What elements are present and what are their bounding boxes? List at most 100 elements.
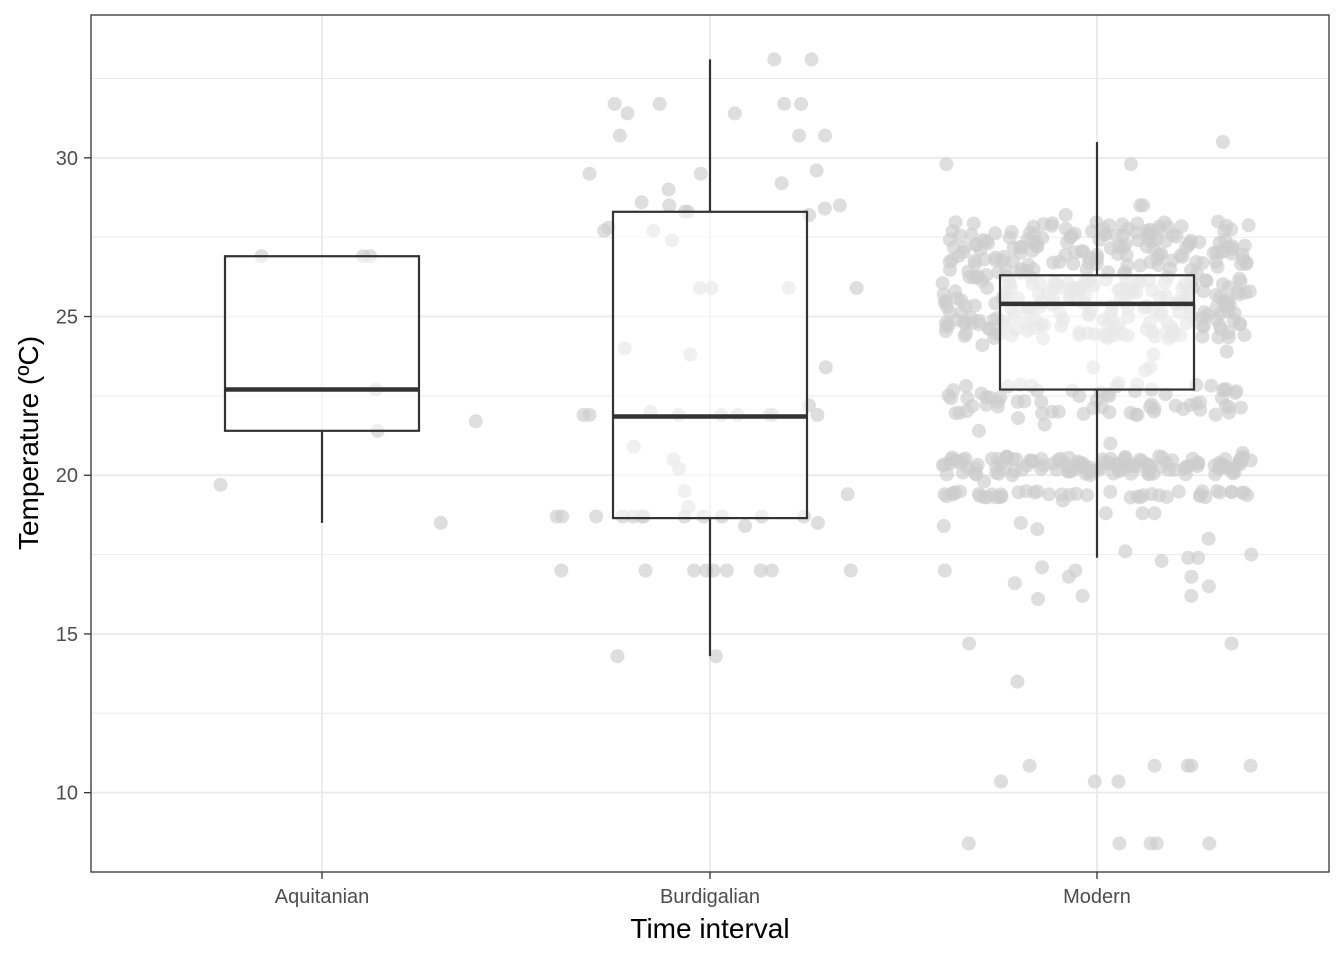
data-point <box>794 96 809 111</box>
data-point <box>985 451 999 466</box>
data-point <box>1184 569 1199 584</box>
data-point <box>1215 135 1230 149</box>
data-point <box>1183 233 1198 248</box>
data-point <box>849 281 864 295</box>
y-axis-title: Temperature (ºC) <box>13 336 44 550</box>
data-point <box>1002 230 1017 245</box>
y-tick-label: 10 <box>56 783 78 805</box>
data-point <box>962 636 977 651</box>
data-point <box>938 294 953 309</box>
data-point <box>699 563 714 578</box>
data-point <box>1158 387 1173 402</box>
data-point <box>1163 262 1177 276</box>
data-point <box>1162 462 1177 477</box>
data-point <box>1103 484 1118 499</box>
data-point <box>936 519 951 533</box>
data-point <box>1132 452 1147 467</box>
data-point <box>777 96 792 111</box>
data-point <box>1232 453 1247 468</box>
data-point <box>1052 255 1067 269</box>
data-point <box>1202 836 1217 851</box>
data-point <box>959 379 973 393</box>
data-point <box>687 563 702 578</box>
data-point <box>1124 157 1138 172</box>
data-point <box>1147 758 1162 773</box>
data-point <box>939 157 954 172</box>
data-point <box>1211 330 1226 345</box>
data-point <box>213 477 228 492</box>
data-point <box>1092 232 1107 247</box>
y-axis: 10 15 20 25 30 <box>56 148 91 805</box>
data-point <box>1103 451 1118 466</box>
data-point <box>984 487 999 502</box>
data-point <box>1243 758 1258 773</box>
data-point <box>1130 489 1145 504</box>
data-point <box>1146 466 1161 481</box>
data-point <box>935 458 950 473</box>
data-point <box>1140 223 1155 238</box>
data-point <box>1067 226 1082 241</box>
data-point <box>1123 405 1138 420</box>
data-point <box>817 201 832 216</box>
data-point <box>804 52 819 67</box>
data-point <box>1030 484 1045 499</box>
data-point <box>1209 288 1224 303</box>
data-point <box>937 563 952 578</box>
box-aquitanian <box>223 255 421 523</box>
data-point <box>966 216 981 231</box>
data-point <box>1143 400 1158 414</box>
data-point <box>1176 402 1191 416</box>
data-point <box>1007 576 1022 591</box>
data-point <box>1206 246 1221 261</box>
data-point <box>1237 485 1252 500</box>
data-point <box>946 383 961 398</box>
data-point <box>1222 298 1237 313</box>
data-point <box>1036 217 1051 232</box>
data-point <box>983 390 998 405</box>
x-tick-label: Modern <box>1063 886 1131 908</box>
data-point <box>1238 285 1253 300</box>
data-point <box>1213 485 1227 500</box>
data-point <box>1232 271 1247 286</box>
data-point <box>1136 198 1151 213</box>
data-point <box>1022 758 1037 773</box>
data-point <box>973 242 988 257</box>
data-point <box>939 489 954 504</box>
x-axis-title: Time interval <box>630 913 789 944</box>
data-point <box>1121 459 1136 474</box>
data-point <box>1185 451 1200 466</box>
data-point <box>764 563 779 578</box>
data-point <box>1208 467 1223 482</box>
data-point <box>1180 758 1195 773</box>
data-point <box>1191 550 1206 565</box>
data-point <box>809 163 824 178</box>
data-point <box>959 404 974 419</box>
data-point <box>719 563 734 578</box>
data-point <box>1025 243 1040 258</box>
data-point <box>1011 411 1026 426</box>
data-point <box>1224 239 1239 253</box>
data-point <box>832 198 847 213</box>
data-point <box>1195 329 1210 344</box>
data-point <box>1110 246 1125 261</box>
data-point <box>971 269 986 284</box>
data-point <box>1224 485 1239 500</box>
data-point <box>1177 461 1192 476</box>
data-point <box>1149 836 1164 851</box>
data-point <box>1235 247 1250 262</box>
data-point <box>1165 227 1180 242</box>
data-point <box>1087 774 1102 789</box>
data-point <box>1171 484 1186 499</box>
data-point <box>1224 636 1239 651</box>
data-point <box>971 487 986 501</box>
data-point <box>1035 406 1050 421</box>
data-point <box>941 318 956 333</box>
data-point <box>738 519 753 533</box>
boxplots <box>223 59 1196 657</box>
data-point <box>1066 256 1081 271</box>
data-point <box>818 128 833 143</box>
data-point <box>1174 219 1189 234</box>
data-point <box>1017 394 1032 409</box>
data-point <box>960 391 975 406</box>
data-point <box>945 450 960 465</box>
